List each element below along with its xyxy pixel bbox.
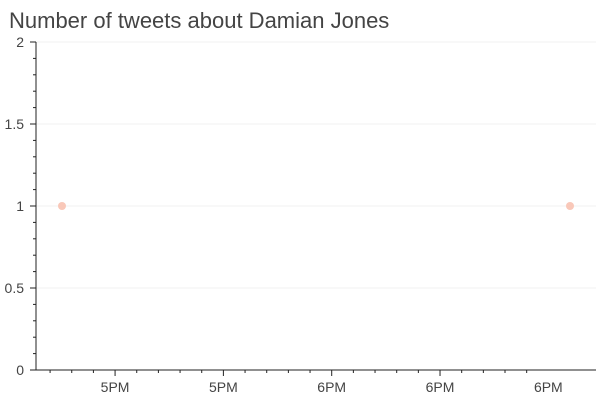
data-point	[566, 202, 575, 210]
y-tick-label: 0	[16, 362, 24, 378]
x-tick-label: 5PM	[209, 379, 238, 395]
x-tick-label: 6PM	[534, 379, 563, 395]
x-tick-label: 6PM	[317, 379, 346, 395]
x-tick-label: 6PM	[426, 379, 455, 395]
y-tick-label: 2	[16, 34, 24, 50]
grid-lines	[36, 41, 596, 289]
chart-title: Number of tweets about Damian Jones	[9, 8, 390, 33]
data-points	[57, 202, 575, 210]
x-tick-label: 5PM	[101, 379, 130, 395]
axes: 0 0.5 1 1.5 2 5PM 5PM 6PM 6PM 6PM	[5, 34, 596, 395]
y-tick-label: 0.5	[5, 280, 25, 296]
y-tick-label: 1	[16, 198, 24, 214]
y-tick-label: 1.5	[5, 116, 25, 132]
data-point	[57, 202, 66, 210]
